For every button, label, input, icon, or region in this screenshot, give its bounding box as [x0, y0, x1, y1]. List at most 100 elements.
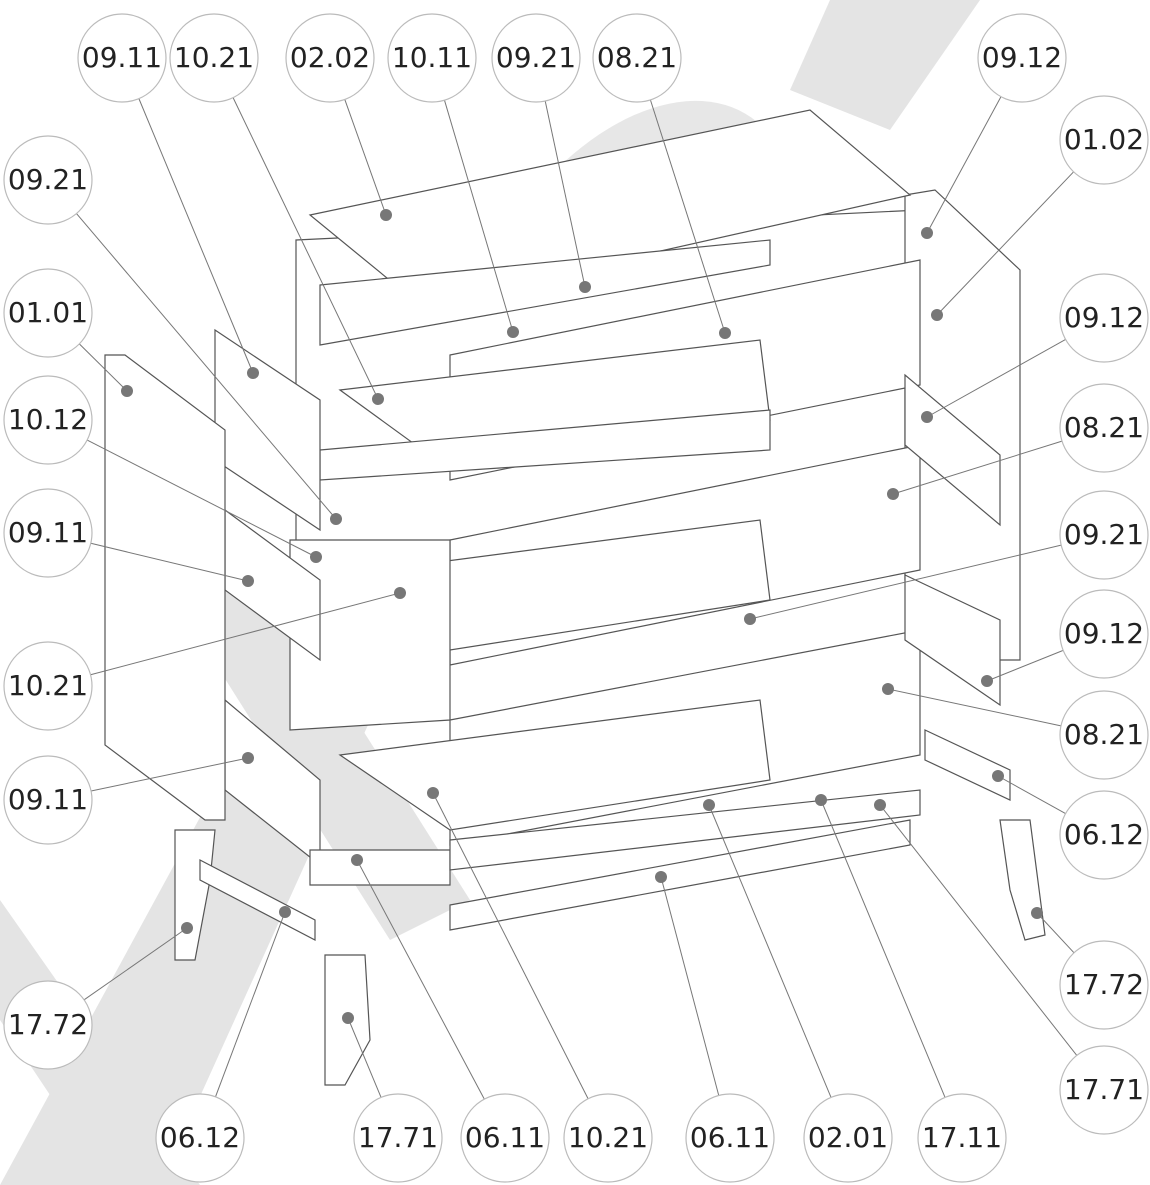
- leader-line: [892, 440, 1063, 495]
- leader-line: [232, 97, 379, 400]
- callouts: 09.11 10.21 02.02 10.11 09.21 08.21 09.12 01.02…: [3, 13, 1149, 1183]
- leader-line: [749, 544, 1062, 620]
- callout-label: 01.01: [8, 296, 88, 329]
- callout-circle: [1059, 95, 1149, 185]
- part-dot: [1031, 907, 1043, 919]
- part-dot: [507, 326, 519, 338]
- leader-line: [997, 775, 1066, 815]
- callout-circle: [3, 641, 93, 731]
- callout-label: 17.72: [8, 1008, 88, 1041]
- callout-circle: [592, 13, 682, 103]
- callout-label: 09.12: [982, 41, 1062, 74]
- callout-circle: [3, 755, 93, 845]
- callout-label: 10.21: [568, 1121, 648, 1154]
- part-dot: [342, 1012, 354, 1024]
- callout-label: 06.11: [465, 1121, 545, 1154]
- part-dot: [121, 385, 133, 397]
- part-dot: [887, 488, 899, 500]
- callout-label: 02.02: [290, 41, 370, 74]
- callout-circle: [685, 1093, 775, 1183]
- callout-circle: [1059, 589, 1149, 679]
- callout-circle: [563, 1093, 653, 1183]
- callout-circle: [460, 1093, 550, 1183]
- part-dot: [394, 587, 406, 599]
- callout-label: 10.21: [8, 669, 88, 702]
- leader-line: [887, 688, 1062, 727]
- leader-line: [344, 99, 387, 216]
- callout-circle: [155, 1093, 245, 1183]
- callout-label: 10.21: [174, 41, 254, 74]
- part-dot: [882, 683, 894, 695]
- part-dot: [921, 227, 933, 239]
- callout-label: 02.01: [808, 1121, 888, 1154]
- callout-label: 10.12: [8, 403, 88, 436]
- leader-line: [708, 804, 832, 1098]
- callout-label: 17.11: [922, 1121, 1002, 1154]
- callout-label: 09.21: [496, 41, 576, 74]
- part-dot: [310, 551, 322, 563]
- leader-line: [1036, 912, 1075, 954]
- furniture-parts: [104, 109, 1046, 1086]
- leader-line: [83, 927, 188, 1001]
- callout-label: 17.72: [1064, 968, 1144, 1001]
- callout-label: 09.21: [8, 163, 88, 196]
- part-dot: [330, 513, 342, 525]
- callout-label: 17.71: [1064, 1073, 1144, 1106]
- callout-circle: [77, 13, 167, 103]
- leader-line: [215, 911, 286, 1097]
- callout-circle: [387, 13, 477, 103]
- part-dot: [874, 799, 886, 811]
- part-dot: [744, 613, 756, 625]
- callout-circle: [1059, 273, 1149, 363]
- callout-circle: [1059, 490, 1149, 580]
- callout-label: 08.21: [1064, 411, 1144, 444]
- callout-circle: [353, 1093, 443, 1183]
- part-dot: [380, 209, 392, 221]
- callout-label: 09.11: [8, 783, 88, 816]
- callout-label: 06.11: [690, 1121, 770, 1154]
- callout-circle: [3, 135, 93, 225]
- callout-label: 08.21: [1064, 718, 1144, 751]
- callout-circle: [1059, 690, 1149, 780]
- leader-line: [926, 96, 1002, 234]
- leader-line: [820, 799, 946, 1098]
- part-dot: [931, 309, 943, 321]
- part-dot: [351, 854, 363, 866]
- callout-circle: [1059, 383, 1149, 473]
- leader-line: [936, 171, 1074, 316]
- callout-label: 01.02: [1064, 123, 1144, 156]
- callout-label: 17.71: [358, 1121, 438, 1154]
- leader-line: [76, 213, 337, 520]
- callout-circle: [3, 980, 93, 1070]
- part-dot: [279, 906, 291, 918]
- leader-line: [544, 100, 586, 288]
- callout-circle: [3, 375, 93, 465]
- leader-line: [86, 439, 317, 558]
- part-dot: [181, 922, 193, 934]
- callout-circle: [3, 268, 93, 358]
- callout-circle: [491, 13, 581, 103]
- part-dot: [719, 327, 731, 339]
- callout-label: 09.12: [1064, 301, 1144, 334]
- callout-label: 09.11: [8, 516, 88, 549]
- part-dot: [992, 770, 1004, 782]
- callout-circle: [169, 13, 259, 103]
- part-dot: [655, 871, 667, 883]
- callout-circle: [917, 1093, 1007, 1183]
- callout-circle: [1059, 790, 1149, 880]
- callout-label: 06.12: [160, 1121, 240, 1154]
- part-dot: [247, 367, 259, 379]
- part-dot: [427, 787, 439, 799]
- callout-circle: [1059, 940, 1149, 1030]
- leader-line: [660, 876, 720, 1096]
- callout-circle: [1059, 1045, 1149, 1135]
- part-dot: [981, 675, 993, 687]
- callout-circle: [977, 13, 1067, 103]
- part-dot: [703, 799, 715, 811]
- leader-line: [986, 649, 1064, 682]
- callout-label: 08.21: [597, 41, 677, 74]
- leader-line: [432, 792, 589, 1099]
- leader-line: [90, 592, 401, 676]
- part-dot: [579, 281, 591, 293]
